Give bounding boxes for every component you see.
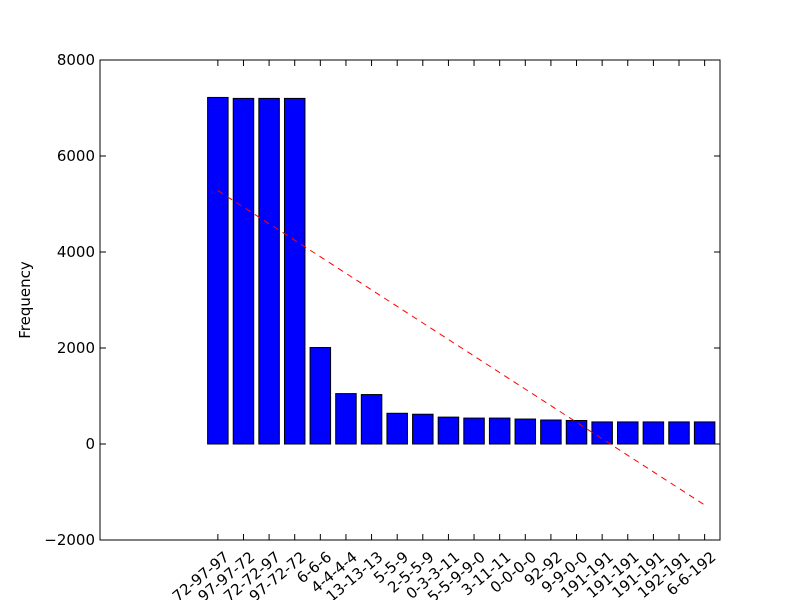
bar-2 [258,97,280,445]
bar-9 [437,416,460,445]
bar-18 [668,421,690,445]
y-tick-label: 0 [85,435,95,453]
bar-4 [309,347,332,445]
y-tick-label: 2000 [57,339,95,357]
bar-6 [360,394,383,445]
bar-11 [488,417,511,445]
bar-15 [591,421,613,445]
bars-layer [207,96,716,445]
bar-5 [335,393,357,445]
bar-1 [232,97,255,445]
bar-8 [412,413,434,445]
bar-7 [386,412,408,445]
plot-frame [99,59,721,541]
y-axis-label: Frequency [16,261,34,339]
trend-layer [217,190,705,506]
bar-12 [514,418,537,445]
bar-0 [207,96,229,445]
bar-13 [540,419,562,445]
bar-17 [642,421,665,445]
y-tick-label: −2000 [44,531,95,549]
y-tick-label: 6000 [57,147,95,165]
y-tick-label: 4000 [57,243,95,261]
y-tick-label: 8000 [57,51,95,69]
bar-19 [693,421,716,445]
bar-10 [463,417,485,445]
bar-14 [565,419,588,445]
trend-line [217,190,705,506]
bar-3 [283,97,306,445]
ticks-layer: −20000200040006000800072-97-9797-97-7272… [44,51,720,604]
bar-16 [617,421,639,445]
